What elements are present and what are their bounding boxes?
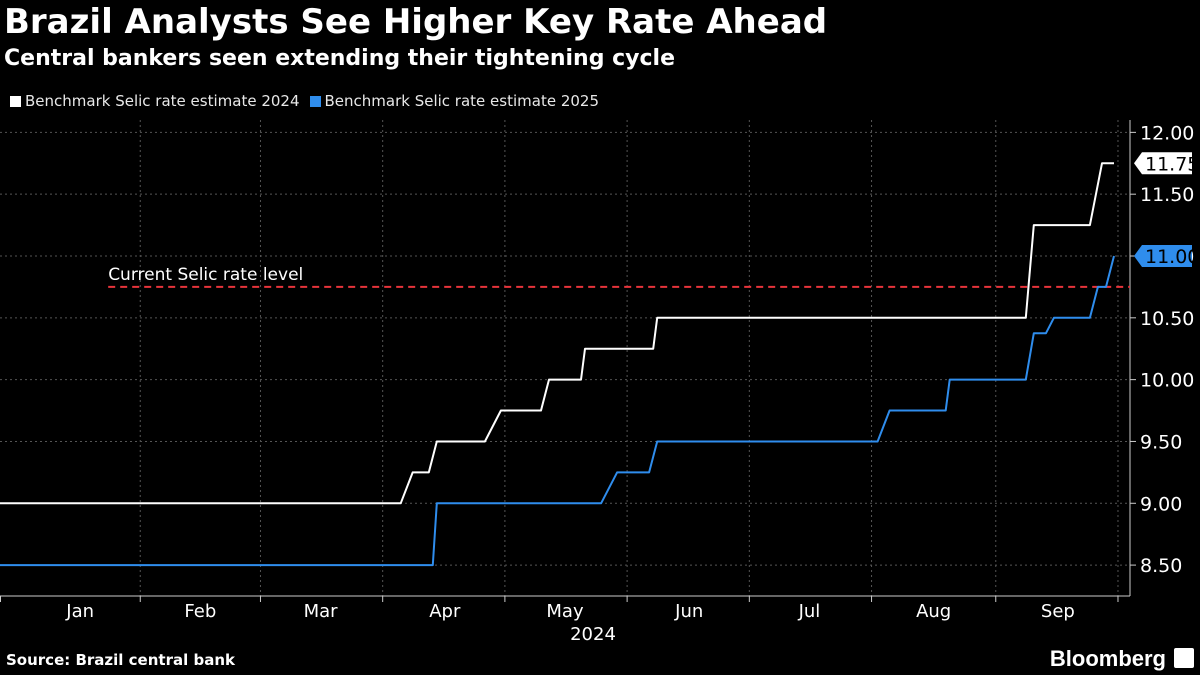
series-line-2025	[0, 255, 1115, 567]
end-label-badge-2024	[1134, 152, 1192, 175]
grid	[0, 120, 1130, 596]
y-tick-label: 12.00	[1140, 122, 1194, 144]
legend-label-2025: Benchmark Selic rate estimate 2025	[324, 92, 600, 110]
legend-item-2025: Benchmark Selic rate estimate 2025	[309, 92, 600, 110]
y-tick-label: 11.50	[1140, 184, 1194, 206]
end-label-2024: 11.75	[1145, 153, 1199, 175]
y-tick-label: 10.00	[1140, 370, 1194, 392]
x-year-label: 2024	[570, 624, 616, 645]
source-note: Source: Brazil central bank	[6, 651, 235, 669]
end-labels: 11.75 11.00	[1134, 152, 1199, 268]
y-tick-label: 9.00	[1140, 493, 1182, 515]
x-tick-label: May	[546, 601, 584, 622]
y-tick-label: 8.50	[1140, 555, 1182, 577]
end-label-2025: 11.00	[1145, 246, 1199, 268]
brand-logo: Bloomberg	[1049, 646, 1166, 671]
reference-line-label: Current Selic rate level	[108, 265, 303, 285]
chart-title: Brazil Analysts See Higher Key Rate Ahea…	[4, 2, 828, 42]
x-tick-label: Apr	[429, 601, 461, 622]
end-label-badge-2025	[1134, 245, 1192, 267]
series-line-2024	[0, 162, 1114, 505]
x-tick-label: Jul	[798, 601, 821, 622]
y-tick-label: 10.50	[1140, 308, 1194, 330]
x-tick-label: Jun	[674, 601, 703, 622]
legend-label-2024: Benchmark Selic rate estimate 2024	[25, 92, 300, 110]
x-tick-label: Sep	[1041, 601, 1075, 622]
x-tick-label: Feb	[184, 601, 216, 622]
x-tick-label: Mar	[304, 601, 339, 622]
legend-swatch-2025	[309, 95, 321, 107]
legend-swatch-2024	[10, 95, 21, 107]
chart-subtitle: Central bankers seen extending their tig…	[4, 46, 675, 71]
bloomberg-chart-icon	[1174, 648, 1194, 668]
axes: 8.509.009.5010.0010.5011.0011.5012.00Jan…	[0, 120, 1194, 645]
y-tick-label: 9.50	[1140, 431, 1182, 453]
x-tick-label: Aug	[916, 601, 951, 622]
legend-item-2024: Benchmark Selic rate estimate 2024	[10, 92, 300, 110]
chart-legend: Benchmark Selic rate estimate 2024 Bench…	[10, 92, 609, 110]
x-tick-label: Jan	[65, 601, 94, 622]
series-group	[0, 162, 1115, 567]
reference-line-group: Current Selic rate level	[108, 265, 1130, 288]
